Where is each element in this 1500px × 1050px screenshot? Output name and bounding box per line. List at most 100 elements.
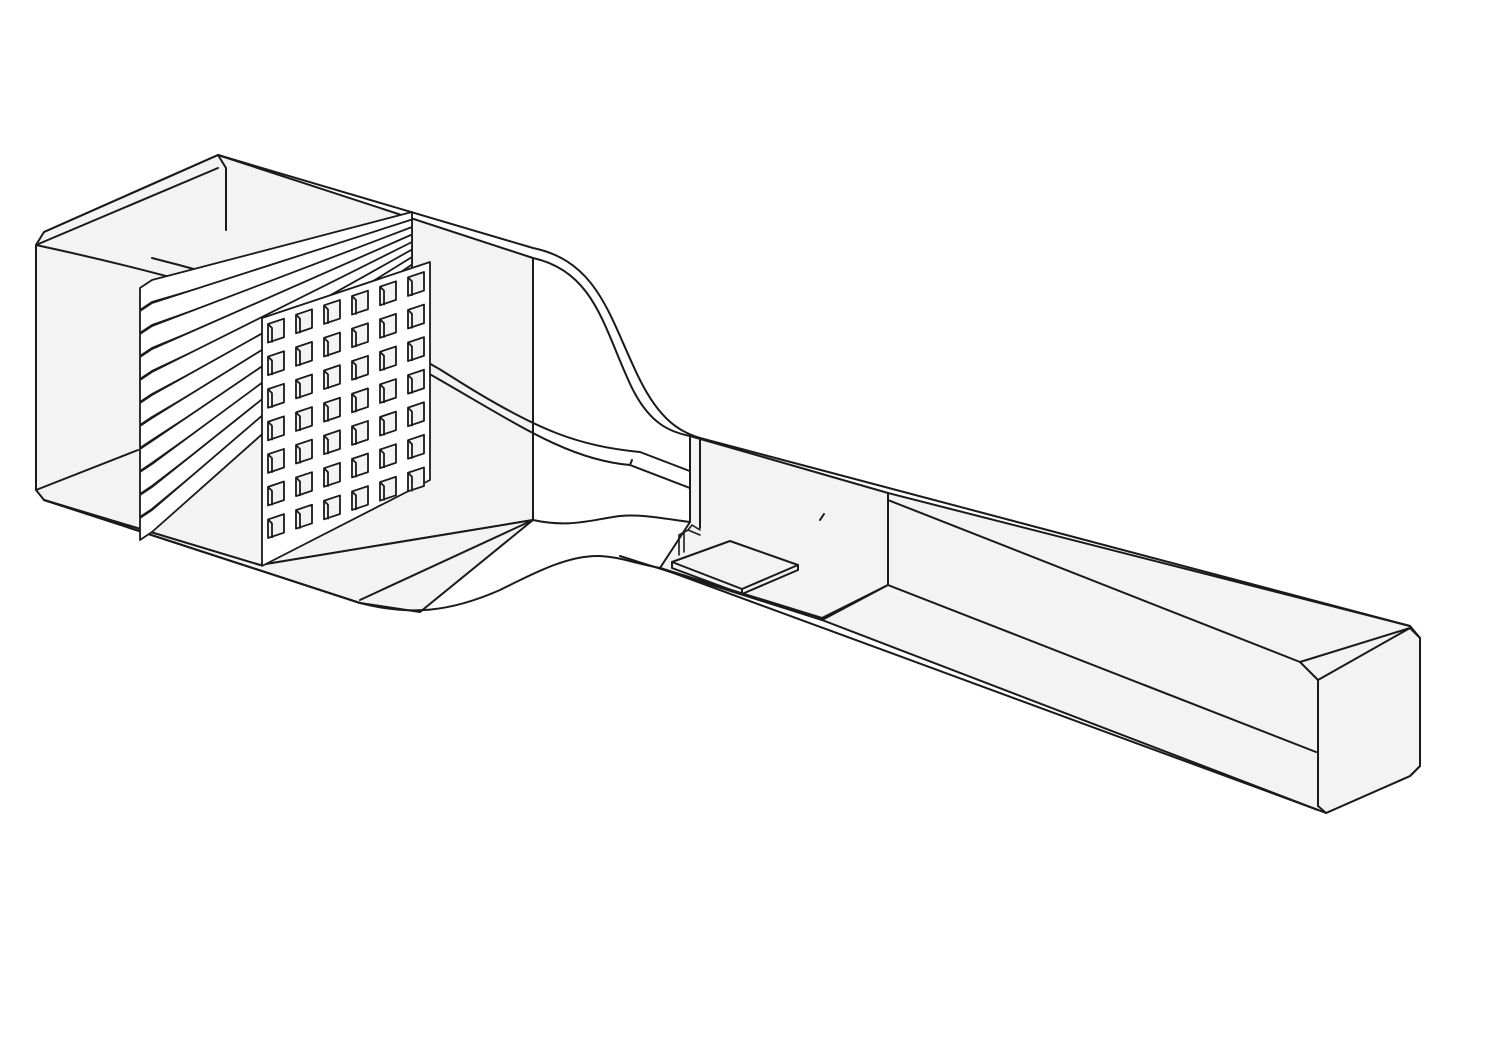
- grid-cell-bevel: [351, 458, 357, 478]
- grid-cell: [379, 280, 397, 307]
- grid-cell: [351, 387, 369, 414]
- grid-cell: [267, 382, 285, 409]
- grid-cell-bevel: [407, 341, 413, 362]
- grid-cell-bevel: [407, 276, 413, 296]
- flat-plate-model-side: [741, 564, 799, 595]
- grid-cell: [351, 452, 369, 479]
- grid-cell-bevel: [323, 304, 329, 324]
- grid-cell: [407, 466, 425, 493]
- grid-cell-bevel: [267, 518, 273, 538]
- grid-cell-bevel: [323, 500, 329, 520]
- grid-cell: [267, 480, 285, 507]
- diffuser-exit-bevel: [1299, 661, 1319, 681]
- grid-cell: [323, 396, 341, 423]
- grid-cell-bevel: [295, 411, 301, 431]
- grid-cell: [379, 410, 397, 437]
- grid-cell-bevel: [295, 314, 301, 334]
- probe: [678, 524, 701, 556]
- grid-cell: [351, 322, 369, 349]
- grid-cell-bevel: [379, 416, 385, 436]
- grid-cell: [323, 299, 341, 325]
- settling-chamber-side-line: [35, 449, 139, 491]
- grid-cell-bevel: [267, 355, 273, 376]
- grid-cell-bevel: [323, 369, 329, 390]
- grid-cell: [407, 368, 425, 395]
- grid-cell-bevel: [323, 337, 329, 357]
- grid-cell-bevel: [379, 448, 385, 469]
- grid-cell: [295, 406, 313, 432]
- grid-cell-bevel: [407, 374, 413, 394]
- grid-cell-bevel: [407, 309, 413, 329]
- grid-cell: [267, 513, 285, 539]
- grid-cell: [295, 308, 313, 335]
- diffuser-top-edge: [699, 437, 1411, 627]
- grid-cell: [295, 438, 313, 465]
- grid-cell: [323, 364, 341, 390]
- grid-cell-bevel: [295, 444, 301, 464]
- settling-chamber-divider-floor: [359, 519, 534, 601]
- grid-cell: [379, 475, 397, 502]
- grid-cell-bevel: [351, 360, 357, 380]
- grid-cell: [379, 345, 397, 372]
- grid-cell: [407, 271, 425, 297]
- contraction-bottom-inner: [532, 514, 691, 525]
- grid-cell-bevel: [295, 346, 301, 366]
- grid-cell-bevel: [267, 421, 273, 441]
- diffuser-inner-bottom: [887, 584, 1317, 753]
- grid-cell-bevel: [295, 379, 301, 399]
- grid-cell-bevel: [295, 509, 301, 529]
- grid-cell: [267, 415, 285, 442]
- grid-cell: [379, 443, 397, 469]
- grid-cell: [295, 471, 313, 497]
- grid-cell-bevel: [379, 383, 385, 403]
- grid-cell: [295, 341, 313, 367]
- grid-cell: [407, 336, 425, 362]
- tunnel-body: [35, 154, 1421, 814]
- grid-cell: [407, 303, 425, 330]
- grid-cell: [323, 331, 341, 358]
- grid-cell-bevel: [379, 481, 385, 501]
- grid-cell: [351, 420, 369, 446]
- diffuser-exit-face: [1317, 627, 1421, 814]
- grid-cell-bevel: [267, 486, 273, 506]
- grid-cell: [379, 378, 397, 404]
- grid-cell-bevel: [267, 388, 273, 408]
- grid-cell: [267, 448, 285, 474]
- grid-cell-bevel: [323, 467, 329, 487]
- test-section-mid-line: [629, 459, 633, 466]
- grid-cell: [407, 401, 425, 428]
- grid-cell: [295, 373, 313, 400]
- grid-cell-bevel: [267, 453, 273, 473]
- grid-cell: [267, 350, 285, 377]
- contraction-top-curve: [217, 154, 701, 439]
- test-section-floor-line: [619, 555, 823, 621]
- grid-cell: [351, 354, 369, 381]
- flat-plate-model-edge: [671, 561, 743, 595]
- grid-cell: [323, 429, 341, 456]
- grid-cell: [295, 503, 313, 530]
- grid-cell-bevel: [379, 351, 385, 371]
- grid-cell-bevel: [323, 434, 329, 455]
- grid-cell-bevel: [407, 472, 413, 492]
- grid-cell: [323, 461, 341, 488]
- test-section-tick: [819, 513, 825, 521]
- settling-chamber-back-edge: [217, 154, 227, 231]
- flow-conditioning-grid: [139, 211, 431, 567]
- grid-cell-bevel: [407, 439, 413, 459]
- grid-cell: [323, 494, 341, 521]
- grid-cell-bevel: [295, 476, 301, 497]
- contraction-top-curve-inner: [532, 257, 691, 437]
- grid-cell: [267, 317, 285, 344]
- grid-cell-bevel: [323, 402, 329, 422]
- grid-cell-bevel: [267, 323, 273, 343]
- grid-cell-bevel: [351, 295, 357, 315]
- grid-cell-bevel: [351, 393, 357, 413]
- grid-cell-bevel: [351, 425, 357, 445]
- settling-chamber-floor-line: [43, 499, 361, 604]
- grid-cell-bevel: [351, 327, 357, 348]
- diffuser-bottom-edge: [659, 567, 1319, 811]
- grid-cell-bevel: [379, 318, 385, 338]
- settling-chamber-top-edge: [43, 154, 219, 233]
